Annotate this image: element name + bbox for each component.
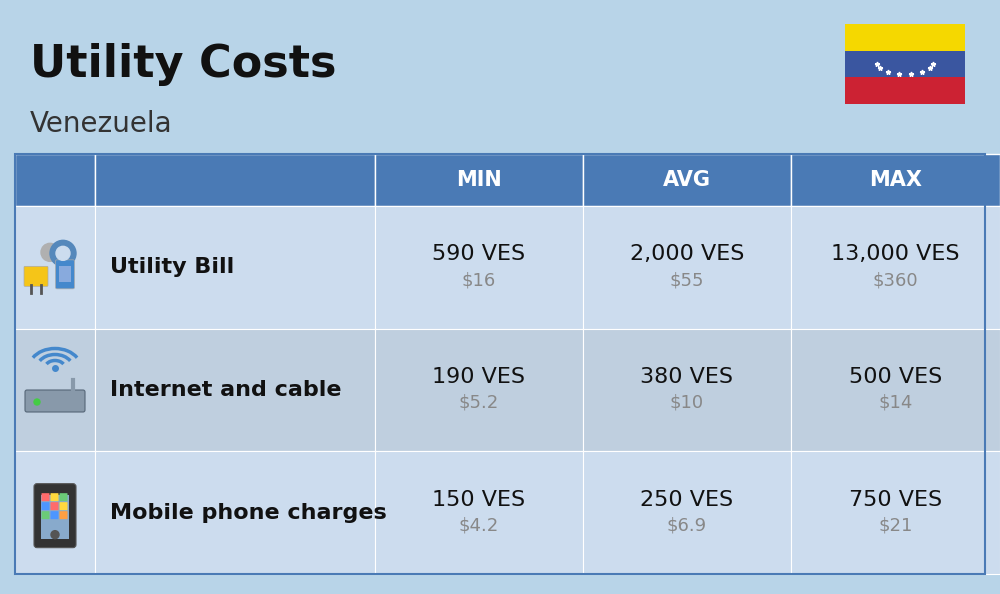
Text: MAX: MAX [869,170,922,190]
FancyBboxPatch shape [583,154,791,206]
FancyBboxPatch shape [60,511,68,519]
Text: 13,000 VES: 13,000 VES [831,244,960,264]
FancyBboxPatch shape [59,266,71,282]
FancyBboxPatch shape [791,206,1000,328]
FancyBboxPatch shape [25,390,85,412]
Text: 500 VES: 500 VES [849,367,942,387]
Text: 250 VES: 250 VES [640,489,734,510]
FancyBboxPatch shape [583,451,791,574]
FancyBboxPatch shape [95,451,375,574]
FancyBboxPatch shape [42,511,50,519]
Text: Utility Bill: Utility Bill [110,257,234,277]
FancyBboxPatch shape [95,328,375,451]
Text: Venezuela: Venezuela [30,110,173,138]
FancyBboxPatch shape [375,451,583,574]
FancyBboxPatch shape [95,154,375,206]
FancyBboxPatch shape [50,493,58,501]
FancyBboxPatch shape [56,260,74,289]
Text: 150 VES: 150 VES [432,489,526,510]
Circle shape [56,247,70,260]
FancyBboxPatch shape [791,154,1000,206]
FancyBboxPatch shape [583,328,791,451]
FancyBboxPatch shape [50,502,58,510]
FancyBboxPatch shape [60,502,68,510]
Text: $14: $14 [878,394,913,412]
FancyBboxPatch shape [41,495,69,539]
Text: MIN: MIN [456,170,502,190]
Circle shape [41,244,59,261]
Text: $55: $55 [670,271,704,289]
Circle shape [51,530,59,539]
FancyBboxPatch shape [845,50,965,77]
FancyBboxPatch shape [375,328,583,451]
FancyBboxPatch shape [845,24,965,50]
Text: 750 VES: 750 VES [849,489,942,510]
FancyBboxPatch shape [15,328,95,451]
FancyBboxPatch shape [42,493,50,501]
FancyBboxPatch shape [15,206,95,328]
FancyBboxPatch shape [791,328,1000,451]
FancyBboxPatch shape [60,493,68,501]
Text: $5.2: $5.2 [459,394,499,412]
FancyBboxPatch shape [845,77,965,104]
Circle shape [50,241,76,266]
Text: 2,000 VES: 2,000 VES [630,244,744,264]
FancyBboxPatch shape [583,206,791,328]
FancyBboxPatch shape [95,206,375,328]
Text: AVG: AVG [663,170,711,190]
Text: $360: $360 [873,271,918,289]
Text: $4.2: $4.2 [459,517,499,535]
Text: 590 VES: 590 VES [432,244,526,264]
FancyBboxPatch shape [42,502,50,510]
Text: 380 VES: 380 VES [640,367,734,387]
FancyBboxPatch shape [15,451,95,574]
Circle shape [34,399,40,405]
FancyBboxPatch shape [50,511,58,519]
Text: $16: $16 [462,271,496,289]
Text: $21: $21 [878,517,913,535]
Text: 190 VES: 190 VES [432,367,526,387]
FancyBboxPatch shape [34,484,76,548]
Text: Mobile phone charges: Mobile phone charges [110,503,387,523]
FancyBboxPatch shape [375,206,583,328]
Text: $10: $10 [670,394,704,412]
FancyBboxPatch shape [375,154,583,206]
FancyBboxPatch shape [24,266,48,286]
FancyBboxPatch shape [791,451,1000,574]
FancyBboxPatch shape [15,154,95,206]
Text: Utility Costs: Utility Costs [30,43,336,86]
Text: Internet and cable: Internet and cable [110,380,342,400]
Text: $6.9: $6.9 [667,517,707,535]
